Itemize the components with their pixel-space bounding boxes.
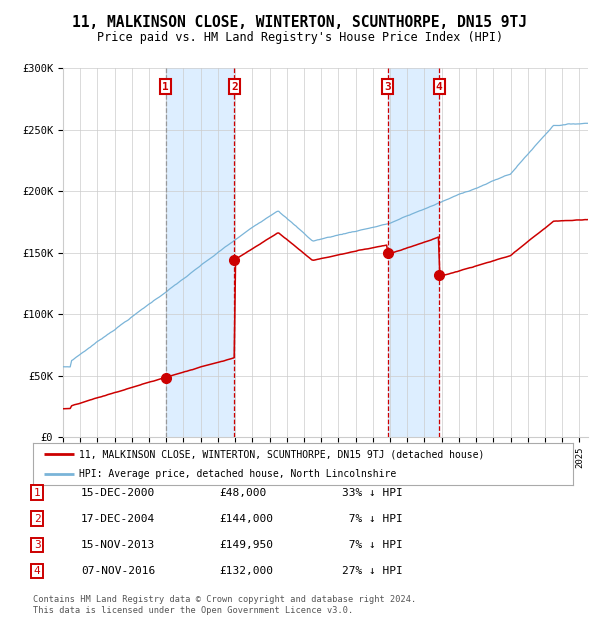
Text: 33% ↓ HPI: 33% ↓ HPI [342, 488, 403, 498]
Text: HPI: Average price, detached house, North Lincolnshire: HPI: Average price, detached house, Nort… [79, 469, 396, 479]
Text: 11, MALKINSON CLOSE, WINTERTON, SCUNTHORPE, DN15 9TJ (detached house): 11, MALKINSON CLOSE, WINTERTON, SCUNTHOR… [79, 450, 484, 459]
Text: 2: 2 [231, 82, 238, 92]
Text: Price paid vs. HM Land Registry's House Price Index (HPI): Price paid vs. HM Land Registry's House … [97, 31, 503, 43]
Text: 15-DEC-2000: 15-DEC-2000 [81, 488, 155, 498]
Text: 27% ↓ HPI: 27% ↓ HPI [342, 566, 403, 576]
Text: 15-NOV-2013: 15-NOV-2013 [81, 540, 155, 550]
Text: £132,000: £132,000 [219, 566, 273, 576]
Text: 4: 4 [436, 82, 442, 92]
Text: This data is licensed under the Open Government Licence v3.0.: This data is licensed under the Open Gov… [33, 606, 353, 615]
Text: 7% ↓ HPI: 7% ↓ HPI [342, 540, 403, 550]
Text: £149,950: £149,950 [219, 540, 273, 550]
Text: £48,000: £48,000 [219, 488, 266, 498]
Text: 2: 2 [34, 514, 41, 524]
Text: 11, MALKINSON CLOSE, WINTERTON, SCUNTHORPE, DN15 9TJ: 11, MALKINSON CLOSE, WINTERTON, SCUNTHOR… [73, 16, 527, 30]
Text: 1: 1 [162, 82, 169, 92]
Text: Contains HM Land Registry data © Crown copyright and database right 2024.: Contains HM Land Registry data © Crown c… [33, 595, 416, 604]
Text: 17-DEC-2004: 17-DEC-2004 [81, 514, 155, 524]
Text: 07-NOV-2016: 07-NOV-2016 [81, 566, 155, 576]
Text: 3: 3 [34, 540, 41, 550]
Text: 7% ↓ HPI: 7% ↓ HPI [342, 514, 403, 524]
Text: 4: 4 [34, 566, 41, 576]
Text: 1: 1 [34, 488, 41, 498]
Bar [166, 68, 235, 437]
Text: £144,000: £144,000 [219, 514, 273, 524]
Text: 3: 3 [385, 82, 391, 92]
Bar [388, 68, 439, 437]
